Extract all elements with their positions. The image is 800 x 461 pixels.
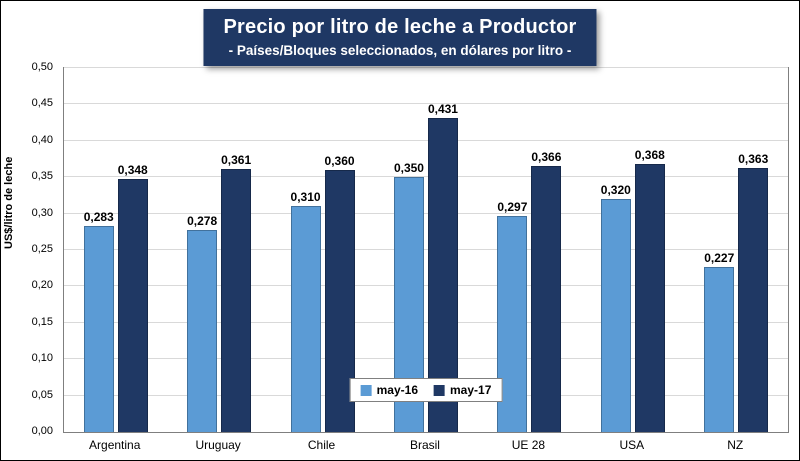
bar-may-16: 0,278 [187, 214, 217, 432]
bar-may-17: 0,348 [118, 163, 148, 432]
x-axis-category-labels: Argentina Uruguay Chile Brasil UE 28 USA NZ [63, 438, 787, 452]
y-tick-label: 0,15 [31, 315, 53, 328]
gridline [64, 139, 788, 141]
bar-value-label: 0,227 [704, 250, 735, 265]
legend-swatch-may-16 [360, 384, 372, 396]
x-category-label: NZ [727, 438, 744, 452]
bar-group: 0,297 0,366 [478, 68, 581, 432]
x-category-label: USA [619, 438, 645, 452]
bar-may-16: 0,297 [497, 200, 527, 432]
gridline [64, 67, 788, 68]
x-category-label: Chile [307, 438, 336, 452]
bar-value-label: 0,350 [393, 161, 424, 176]
bar-value-label: 0,366 [531, 149, 562, 164]
bar-value-label: 0,320 [600, 183, 631, 198]
x-category-label: Argentina [89, 438, 141, 452]
bar-group: 0,227 0,363 [685, 68, 788, 432]
bar-value-label: 0,363 [738, 151, 769, 166]
bar-group: 0,278 0,361 [167, 68, 270, 432]
legend: may-16 may-17 [349, 378, 503, 402]
y-tick-label: 0,05 [31, 388, 53, 401]
gridline [64, 285, 788, 287]
legend-label: may-17 [450, 383, 492, 397]
bar-group: 0,320 0,368 [581, 68, 684, 432]
legend-entry: may-16 [360, 383, 418, 397]
bar-value-label: 0,283 [83, 209, 114, 224]
bar-may-16: 0,227 [704, 251, 734, 432]
x-category-label: UE 28 [511, 438, 546, 452]
gridline [64, 176, 788, 178]
bar-value-label: 0,361 [221, 153, 252, 168]
bar-value-label: 0,297 [497, 199, 528, 214]
y-tick-label: 0,10 [31, 352, 53, 365]
y-tick-label: 0,20 [31, 279, 53, 292]
bar-value-label: 0,348 [117, 162, 148, 177]
chart-title: Precio por litro de leche a Productor [223, 16, 577, 38]
bar-may-17: 0,366 [531, 150, 561, 432]
y-tick-label: 0,30 [31, 206, 53, 219]
chart-subtitle: - Países/Bloques seleccionados, en dólar… [228, 43, 572, 58]
gridline [64, 103, 788, 105]
bar-value-label: 0,310 [290, 190, 321, 205]
bar-may-17: 0,361 [221, 153, 251, 432]
bar-value-label: 0,278 [187, 213, 218, 228]
x-category-label: Uruguay [195, 438, 241, 452]
plot-area: 0,283 0,348 0,278 0,361 0,310 0,360 0,350 0,431… [63, 67, 789, 433]
bar-may-16: 0,320 [601, 183, 631, 432]
y-tick-label: 0,50 [31, 61, 53, 73]
x-category-label: Brasil [409, 438, 440, 452]
bar-may-17: 0,360 [325, 154, 355, 432]
gridline [64, 358, 788, 360]
bar-value-label: 0,360 [324, 153, 355, 168]
chart-title-box: Precio por litro de leche a Productor - … [203, 9, 597, 66]
bar-may-17: 0,363 [738, 152, 768, 432]
y-tick-label: 0,45 [31, 97, 53, 110]
y-tick-label: 0,00 [31, 425, 53, 437]
legend-entry: may-17 [434, 383, 491, 397]
gridline [64, 321, 788, 323]
bar-value-label: 0,368 [634, 148, 665, 163]
legend-swatch-may-17 [434, 384, 445, 396]
bar-group: 0,283 0,348 [64, 68, 167, 432]
bar-group: 0,310 0,360 [271, 68, 374, 432]
gridline [64, 249, 788, 250]
bar-may-16: 0,310 [291, 190, 321, 432]
legend-label: may-16 [376, 383, 418, 397]
bar-may-16: 0,283 [84, 210, 114, 432]
y-tick-label: 0,40 [31, 133, 53, 146]
y-axis-tick-labels: 0,00 0,05 0,10 0,15 0,20 0,25 0,30 0,35 0,40 0,45… [1, 61, 59, 437]
bar-may-17: 0,368 [635, 148, 665, 432]
y-tick-label: 0,35 [31, 170, 53, 183]
bar-value-label: 0,431 [427, 102, 458, 117]
gridline [64, 212, 788, 214]
y-tick-label: 0,25 [31, 243, 53, 255]
